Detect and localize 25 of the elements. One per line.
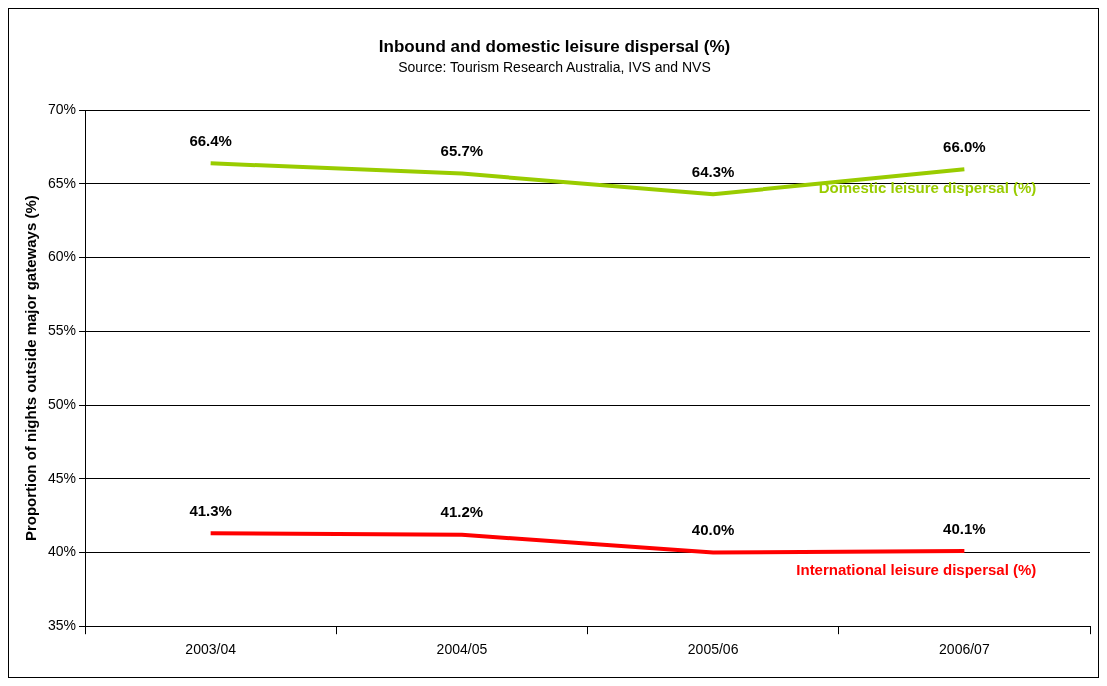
y-tick-label: 45% bbox=[47, 469, 77, 486]
series-label: Domestic leisure dispersal (%) bbox=[818, 178, 1037, 196]
y-tick-label: 55% bbox=[47, 322, 77, 339]
x-tick-label: 2005/06 bbox=[687, 641, 739, 658]
data-label: 66.4% bbox=[189, 131, 232, 149]
x-tick-label: 2003/04 bbox=[185, 641, 237, 658]
y-tick-label: 65% bbox=[47, 174, 77, 191]
y-tick-label: 50% bbox=[47, 395, 77, 412]
data-label: 65.7% bbox=[440, 142, 484, 160]
data-label: 41.2% bbox=[440, 503, 484, 521]
x-tick-label: 2004/05 bbox=[436, 641, 488, 658]
data-label: 40.1% bbox=[943, 519, 986, 537]
x-tick-label: 2006/07 bbox=[939, 641, 990, 658]
y-tick-label: 60% bbox=[47, 248, 77, 265]
y-tick-label: 70% bbox=[47, 101, 77, 118]
chart-title: Inbound and domestic leisure dispersal (%) bbox=[378, 36, 731, 56]
data-label: 64.3% bbox=[691, 162, 735, 180]
y-tick-label: 35% bbox=[47, 617, 77, 634]
data-label: 40.0% bbox=[691, 521, 735, 539]
data-label: 41.3% bbox=[189, 501, 232, 519]
series-label: International leisure dispersal (%) bbox=[796, 560, 1037, 578]
y-axis-title: Proportion of nights outside major gateways (%) bbox=[22, 195, 40, 542]
y-tick-label: 40% bbox=[47, 543, 77, 560]
chart-subtitle: Source: Tourism Research Australia, IVS and NVS bbox=[398, 58, 711, 75]
data-label: 66.0% bbox=[943, 137, 986, 155]
